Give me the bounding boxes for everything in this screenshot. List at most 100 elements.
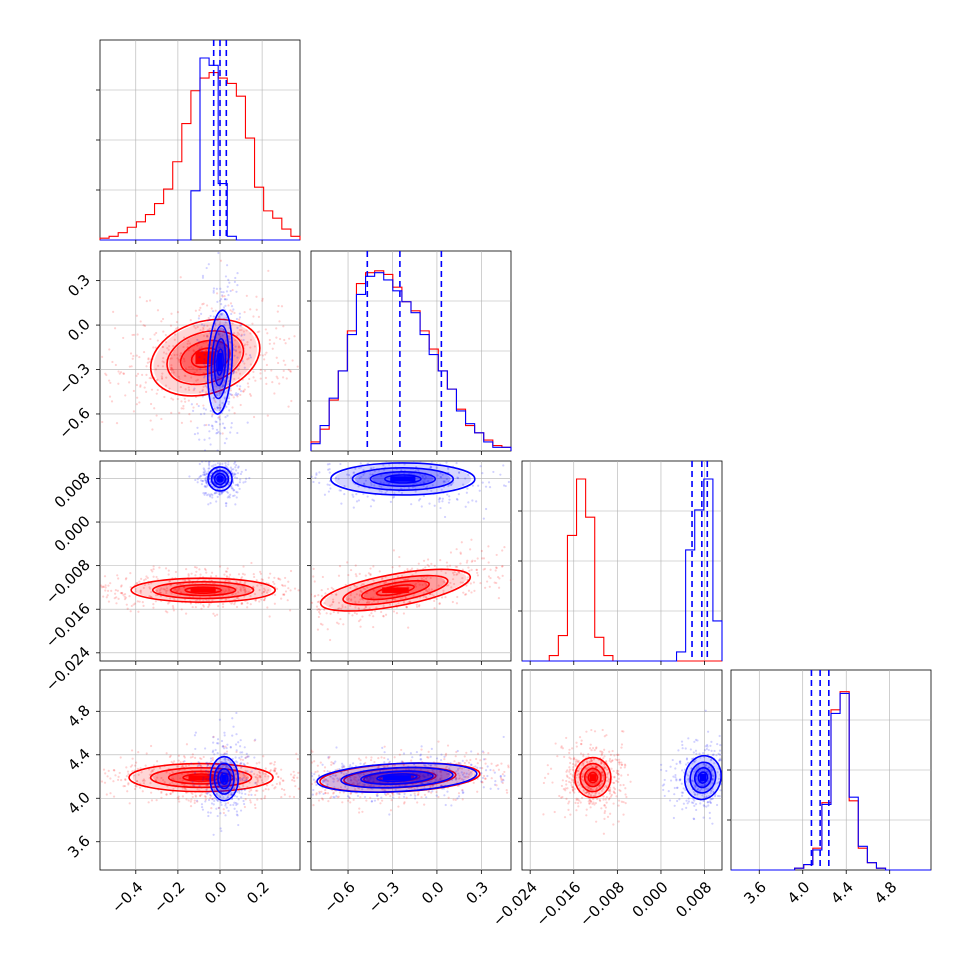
- scatter-point: [339, 617, 342, 621]
- scatter-point: [227, 794, 230, 797]
- scatter-point: [196, 426, 199, 429]
- scatter-point: [337, 601, 341, 604]
- panel-frame: [521, 669, 723, 871]
- scatter-point: [180, 407, 183, 410]
- scatter-point: [399, 597, 402, 600]
- scatter-point: [236, 384, 239, 387]
- scatter-point: [146, 576, 149, 579]
- scatter-point: [380, 610, 383, 614]
- histogram-step: [522, 478, 723, 662]
- scatter-point: [439, 771, 443, 774]
- scatter-point: [467, 473, 470, 476]
- scatter-point: [435, 597, 438, 601]
- scatter-point: [270, 762, 273, 765]
- scatter-point: [227, 402, 230, 406]
- scatter-point: [264, 376, 267, 379]
- scatter-point: [259, 368, 262, 371]
- scatter-point: [452, 573, 456, 576]
- scatter-point: [572, 789, 575, 793]
- scatter-point: [342, 764, 345, 767]
- scatter-point: [207, 770, 210, 774]
- scatter-point: [561, 747, 564, 750]
- scatter-point: [229, 393, 232, 396]
- scatter-point: [239, 762, 242, 765]
- scatter-point: [217, 346, 221, 349]
- scatter-point: [602, 776, 605, 779]
- scatter-point: [244, 343, 247, 346]
- scatter-point: [155, 331, 158, 335]
- scatter-point: [210, 465, 213, 468]
- scatter-point: [230, 312, 233, 316]
- scatter-point: [208, 374, 211, 377]
- scatter-point: [223, 427, 226, 430]
- scatter-point: [393, 764, 396, 767]
- scatter-point: [230, 305, 234, 308]
- scatter-point: [198, 438, 201, 441]
- scatter-point: [460, 771, 463, 774]
- scatter-point: [200, 766, 203, 769]
- scatter-point: [234, 276, 237, 280]
- scatter-point: [167, 573, 170, 576]
- scatter-point: [341, 762, 344, 765]
- scatter-point: [354, 573, 357, 576]
- scatter-point: [484, 507, 488, 511]
- scatter-point: [465, 759, 468, 762]
- scatter-point: [600, 770, 604, 774]
- scatter-point: [274, 767, 277, 770]
- scatter-point: [130, 749, 134, 752]
- scatter-point: [275, 327, 278, 330]
- scatter-point: [353, 776, 356, 779]
- scatter-point: [482, 786, 485, 789]
- scatter-point: [238, 487, 241, 490]
- scatter-point: [280, 795, 283, 799]
- scatter-point: [231, 487, 234, 490]
- scatter-point: [381, 746, 384, 749]
- scatter-point: [499, 473, 502, 476]
- scatter-point: [225, 470, 228, 473]
- scatter-point: [157, 364, 160, 367]
- scatter-point: [193, 325, 196, 328]
- scatter-point: [475, 568, 478, 571]
- scatter-point: [218, 406, 222, 409]
- scatter-point: [104, 586, 107, 589]
- scatter-point: [204, 800, 207, 803]
- scatter-point: [163, 588, 167, 591]
- scatter-point: [225, 437, 228, 440]
- scatter-point: [194, 747, 197, 751]
- density-peak: [190, 588, 216, 593]
- scatter-point: [148, 299, 152, 302]
- scatter-point: [367, 572, 370, 575]
- scatter-point: [612, 786, 615, 789]
- scatter-point: [438, 602, 441, 605]
- scatter-point: [595, 820, 598, 823]
- scatter-point: [464, 477, 467, 480]
- scatter-point: [605, 734, 608, 737]
- scatter-point: [359, 625, 362, 628]
- scatter-point: [213, 399, 216, 402]
- scatter-point: [410, 472, 413, 475]
- scatter-point: [289, 370, 292, 373]
- scatter-point: [180, 421, 183, 424]
- scatter-point: [227, 580, 231, 583]
- scatter-point: [254, 793, 257, 797]
- scatter-point: [624, 764, 627, 767]
- scatter-point: [125, 577, 128, 580]
- scatter-point: [343, 485, 346, 488]
- scatter-point: [209, 797, 212, 800]
- contour-line: [182, 773, 220, 782]
- scatter-point: [94, 588, 96, 590]
- scatter-point: [282, 593, 286, 596]
- scatter-point: [167, 348, 170, 351]
- scatter-point: [417, 562, 420, 565]
- scatter-point: [204, 384, 207, 388]
- scatter-point: [171, 791, 174, 794]
- scatter-point: [235, 803, 238, 807]
- scatter-point: [614, 758, 617, 761]
- scatter-point: [225, 453, 227, 455]
- scatter-point: [222, 458, 224, 460]
- histogram-panel-2: [518, 460, 723, 665]
- scatter-point: [412, 461, 415, 463]
- scatter-point: [422, 494, 426, 498]
- scatter-point: [238, 351, 241, 354]
- scatter-point: [201, 395, 204, 398]
